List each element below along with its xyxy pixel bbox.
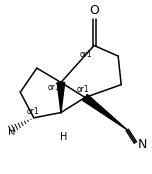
Text: H: H (8, 127, 16, 137)
Polygon shape (83, 94, 127, 130)
Text: or1: or1 (79, 50, 92, 59)
Text: or1: or1 (27, 106, 39, 116)
Text: N: N (138, 138, 148, 151)
Polygon shape (57, 82, 65, 113)
Text: O: O (89, 4, 99, 17)
Text: H: H (60, 132, 67, 142)
Text: or1: or1 (76, 85, 89, 94)
Text: or1: or1 (48, 83, 60, 92)
